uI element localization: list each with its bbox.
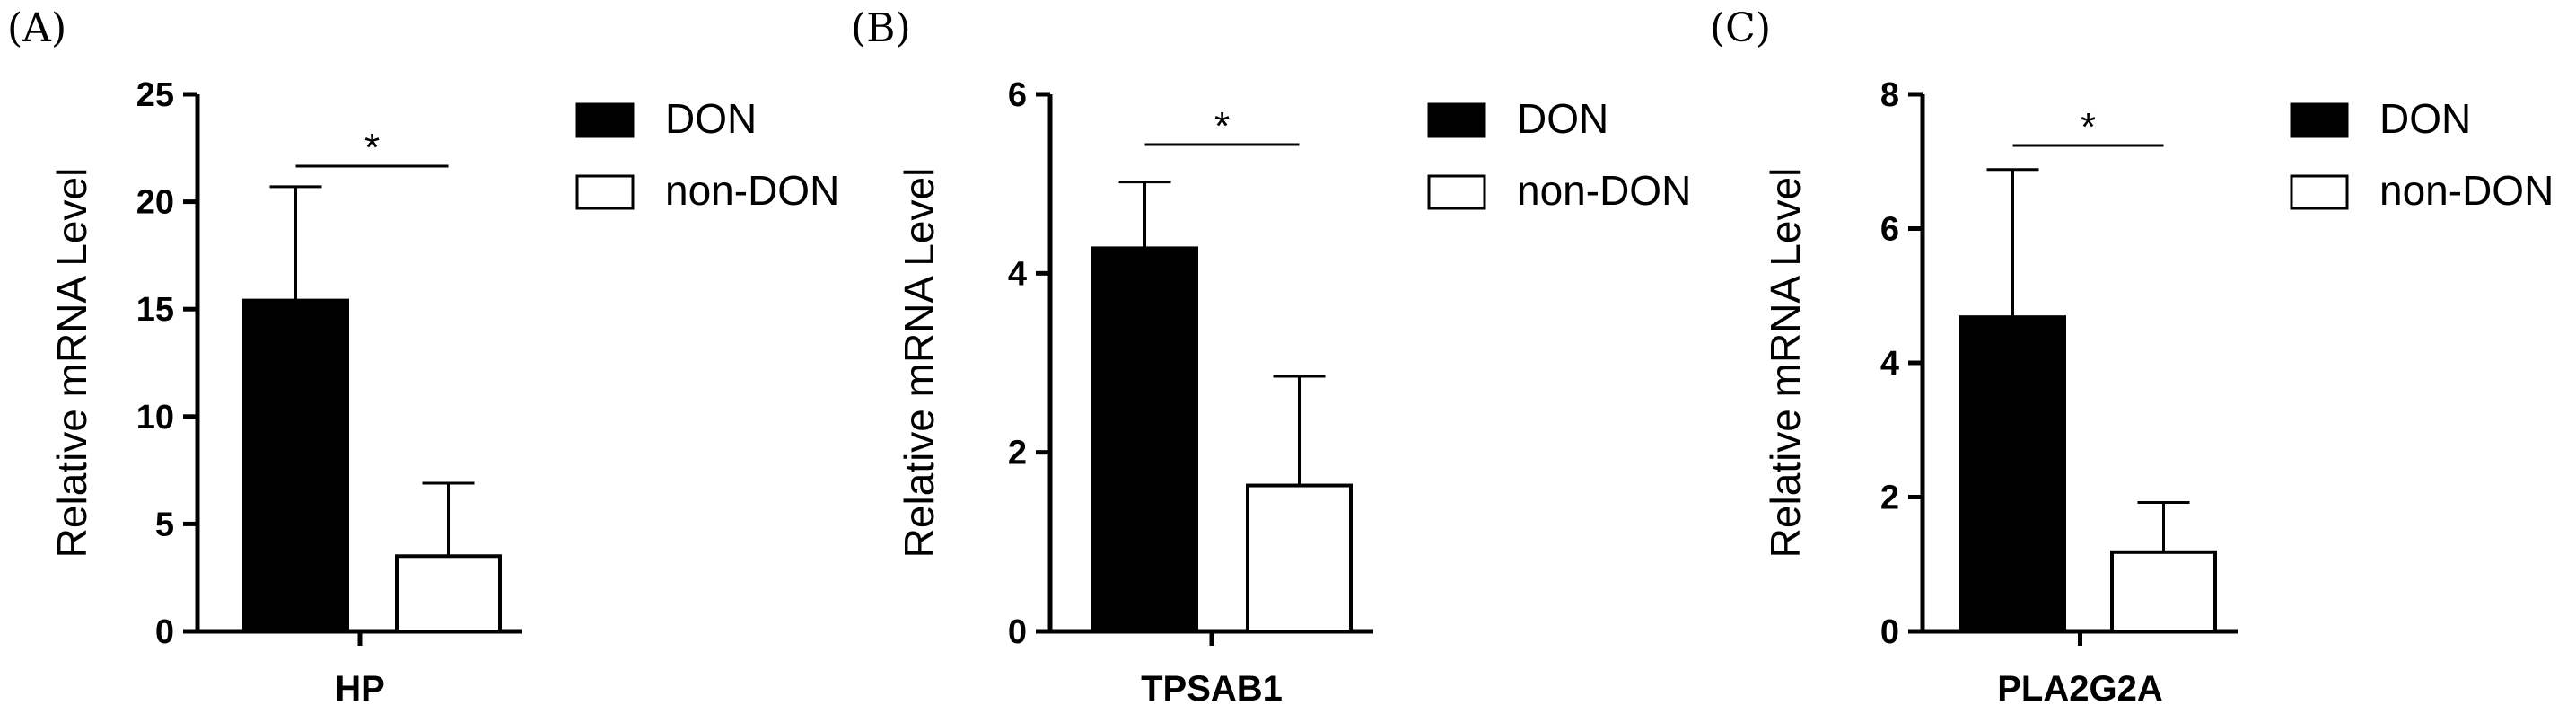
chart-panel-2: (B) 0 2 4 6 Relative mRNA Level TPSAB1 * DON non-… [851, 5, 1691, 709]
chart-panel-1: (A) 0 5 10 15 20 25 Relative mRNA Level HP * DON no… [7, 5, 839, 709]
legend-swatch-non-don [575, 174, 635, 210]
chart-panel-3: (C) 0 2 4 6 8 Relative mRNA Level PLA2G2A * DON no… [1710, 5, 2554, 709]
y-tick-label: 6 [1008, 76, 1027, 114]
y-tick-label: 20 [136, 184, 174, 222]
panel-label: (A) [7, 5, 66, 51]
bar-non-don [1246, 483, 1353, 633]
y-tick-label: 25 [136, 76, 174, 114]
x-axis-label: TPSAB1 [1141, 669, 1283, 709]
panel-label: (B) [851, 5, 911, 51]
bar-don [1959, 315, 2066, 633]
bar-non-don [395, 554, 502, 634]
panel-label: (C) [1710, 5, 1771, 51]
legend-label: DON [665, 95, 757, 142]
legend-label: DON [1517, 95, 1608, 142]
y-axis-label: Relative mRNA Level [896, 168, 942, 559]
y-tick-label: 5 [155, 506, 174, 543]
y-tick-label: 0 [1008, 613, 1027, 651]
bar-don [1091, 246, 1198, 633]
y-tick-label: 0 [1880, 613, 1899, 651]
y-tick-label: 10 [136, 399, 174, 436]
y-tick-label: 15 [136, 291, 174, 329]
legend-label: non-DON [1517, 167, 1691, 214]
y-tick-label: 0 [155, 613, 174, 651]
y-tick-label: 2 [1008, 435, 1027, 472]
x-axis-label: PLA2G2A [1997, 669, 2163, 709]
bar-non-don [2110, 550, 2217, 633]
legend-label: non-DON [2379, 167, 2554, 214]
legend-swatch-don [575, 102, 635, 138]
bar-don [242, 298, 349, 633]
legend-swatch-non-don [1427, 174, 1486, 210]
significance-marker: * [2081, 105, 2096, 149]
y-tick-label: 8 [1880, 76, 1899, 114]
legend-swatch-don [1427, 102, 1486, 138]
y-axis-label: Relative mRNA Level [48, 168, 95, 559]
legend-label: DON [2379, 95, 2471, 142]
y-tick-label: 4 [1880, 345, 1899, 383]
x-axis-label: HP [335, 669, 385, 709]
significance-marker: * [364, 126, 380, 170]
legend-swatch-non-don [2290, 174, 2349, 210]
y-tick-label: 4 [1008, 255, 1027, 293]
y-tick-label: 6 [1880, 211, 1899, 249]
significance-marker: * [1214, 104, 1230, 148]
y-axis-label: Relative mRNA Level [1762, 168, 1809, 559]
legend-label: non-DON [665, 167, 839, 214]
y-tick-label: 2 [1880, 480, 1899, 517]
legend-swatch-don [2290, 102, 2349, 138]
